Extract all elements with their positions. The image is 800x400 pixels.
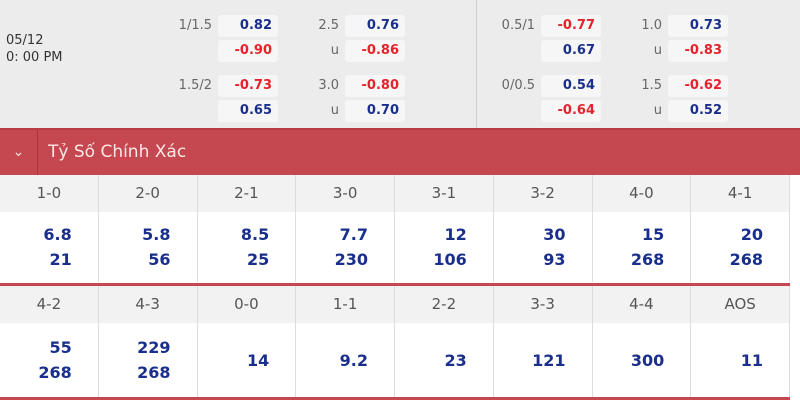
score-odds-cell[interactable]: 12 106 <box>395 212 494 282</box>
odds-button[interactable]: -0.80 <box>345 75 405 97</box>
chevron-down-icon[interactable]: ⌄ <box>0 130 38 175</box>
odds-value: 11 <box>740 350 763 370</box>
divider <box>476 0 477 128</box>
odds-value: 15 <box>641 225 665 244</box>
score-label: 1-1 <box>296 286 395 323</box>
odds-value: 7.7 <box>339 225 368 244</box>
score-grid-2: 4-2 4-3 0-0 1-1 2-2 3-3 4-4 AOS 55 268 229 268 14 9.2… <box>0 286 790 397</box>
odds-value: 23 <box>444 350 467 370</box>
under-label: u <box>653 43 662 58</box>
odds-value: 21 <box>49 250 72 269</box>
odds-value: 300 <box>630 350 665 370</box>
score-odds-cell[interactable]: 15 268 <box>592 212 692 282</box>
score-label: 2-0 <box>98 175 198 212</box>
score-odds-cell[interactable]: 8.5 25 <box>197 212 297 282</box>
odds-button[interactable]: -0.77 <box>541 15 601 37</box>
odds-button[interactable]: 0.76 <box>345 15 405 37</box>
odds-value: 229 <box>137 338 171 357</box>
odds-button[interactable]: -0.83 <box>668 40 728 62</box>
odds-button[interactable]: -0.86 <box>345 40 405 62</box>
score-label: 4-2 <box>0 286 99 323</box>
odds-value: 20 <box>740 225 763 244</box>
score-label: 2-2 <box>395 286 494 323</box>
odds-button[interactable]: 0.67 <box>541 40 601 62</box>
total-line: 1.0 <box>641 18 662 33</box>
divider <box>0 283 790 286</box>
divider <box>0 397 790 400</box>
odds-button[interactable]: 0.65 <box>218 100 278 122</box>
odds-value: 5.8 <box>142 225 171 244</box>
handicap-line: 1/1.5 <box>178 18 212 33</box>
section-title: Tỷ Số Chính Xác <box>48 142 187 162</box>
score-odds-cell[interactable]: 300 <box>592 323 692 397</box>
score-label: 3-0 <box>296 175 395 212</box>
score-odds-cell[interactable]: 121 <box>493 323 593 397</box>
match-time: 0: 00 PM <box>6 50 63 65</box>
odds-value: 268 <box>38 363 72 382</box>
under-label: u <box>330 43 339 58</box>
odds-value: 106 <box>433 250 467 269</box>
total-line: 2.5 <box>318 18 339 33</box>
section-header-correct-score[interactable]: ⌄ Tỷ Số Chính Xác <box>0 128 800 175</box>
odds-button[interactable]: 0.70 <box>345 100 405 122</box>
score-odds-cell[interactable]: 229 268 <box>98 323 198 397</box>
odds-button[interactable]: 0.82 <box>218 15 278 37</box>
score-label: 4-4 <box>592 286 692 323</box>
score-odds-cell[interactable]: 9.2 <box>296 323 395 397</box>
match-date: 05/12 <box>6 33 44 48</box>
handicap-line: 0.5/1 <box>501 18 535 33</box>
handicap-line: 0/0.5 <box>501 78 535 93</box>
odds-value: 230 <box>334 250 368 269</box>
odds-button[interactable]: 0.52 <box>668 100 728 122</box>
score-label: 3-1 <box>395 175 494 212</box>
odds-button[interactable]: 0.54 <box>541 75 601 97</box>
score-grid-1: 1-0 2-0 2-1 3-0 3-1 3-2 4-0 4-1 6.8 21 5.8 56 8.5 25 7… <box>0 175 790 282</box>
score-label: 4-3 <box>98 286 198 323</box>
odds-button[interactable]: -0.64 <box>541 100 601 122</box>
handicap-line: 1.5/2 <box>178 78 212 93</box>
score-label: AOS <box>691 286 790 323</box>
odds-value: 268 <box>137 363 171 382</box>
odds-value: 8.5 <box>240 225 270 244</box>
odds-value: 12 <box>444 225 467 244</box>
odds-value: 93 <box>543 250 566 269</box>
odds-button[interactable]: -0.62 <box>668 75 728 97</box>
odds-button[interactable]: 0.73 <box>668 15 728 37</box>
score-odds-cell[interactable]: 55 268 <box>0 323 99 397</box>
odds-value: 121 <box>532 350 566 370</box>
score-odds-cell[interactable]: 14 <box>197 323 297 397</box>
score-label: 4-0 <box>592 175 692 212</box>
odds-value: 30 <box>543 225 566 244</box>
odds-value: 55 <box>49 338 72 357</box>
score-odds-cell[interactable]: 23 <box>395 323 494 397</box>
total-line: 3.0 <box>318 78 339 93</box>
odds-panel: 05/12 0: 00 PM 1/1.5 0.82 -0.90 2.5 u 0.76 -0.… <box>0 0 800 128</box>
under-label: u <box>330 103 339 118</box>
odds-value: 9.2 <box>339 350 368 370</box>
score-label: 0-0 <box>197 286 297 323</box>
score-odds-cell[interactable]: 11 <box>691 323 790 397</box>
score-label: 3-2 <box>493 175 593 212</box>
score-odds-cell[interactable]: 20 268 <box>691 212 790 282</box>
total-line: 1.5 <box>641 78 662 93</box>
score-odds-cell[interactable]: 7.7 230 <box>296 212 395 282</box>
odds-value: 25 <box>246 250 270 269</box>
score-odds-cell[interactable]: 6.8 21 <box>0 212 99 282</box>
under-label: u <box>653 103 662 118</box>
odds-value: 56 <box>148 250 171 269</box>
score-label: 4-1 <box>691 175 790 212</box>
score-label: 1-0 <box>0 175 99 212</box>
score-label: 2-1 <box>197 175 297 212</box>
score-odds-cell[interactable]: 5.8 56 <box>98 212 198 282</box>
odds-button[interactable]: -0.90 <box>218 40 278 62</box>
odds-value: 14 <box>246 350 270 370</box>
score-label: 3-3 <box>493 286 593 323</box>
odds-value: 268 <box>630 250 665 269</box>
match-datetime: 05/12 0: 00 PM <box>6 32 63 66</box>
odds-button[interactable]: -0.73 <box>218 75 278 97</box>
odds-value: 268 <box>729 250 763 269</box>
score-odds-cell[interactable]: 30 93 <box>493 212 593 282</box>
odds-value: 6.8 <box>43 225 72 244</box>
